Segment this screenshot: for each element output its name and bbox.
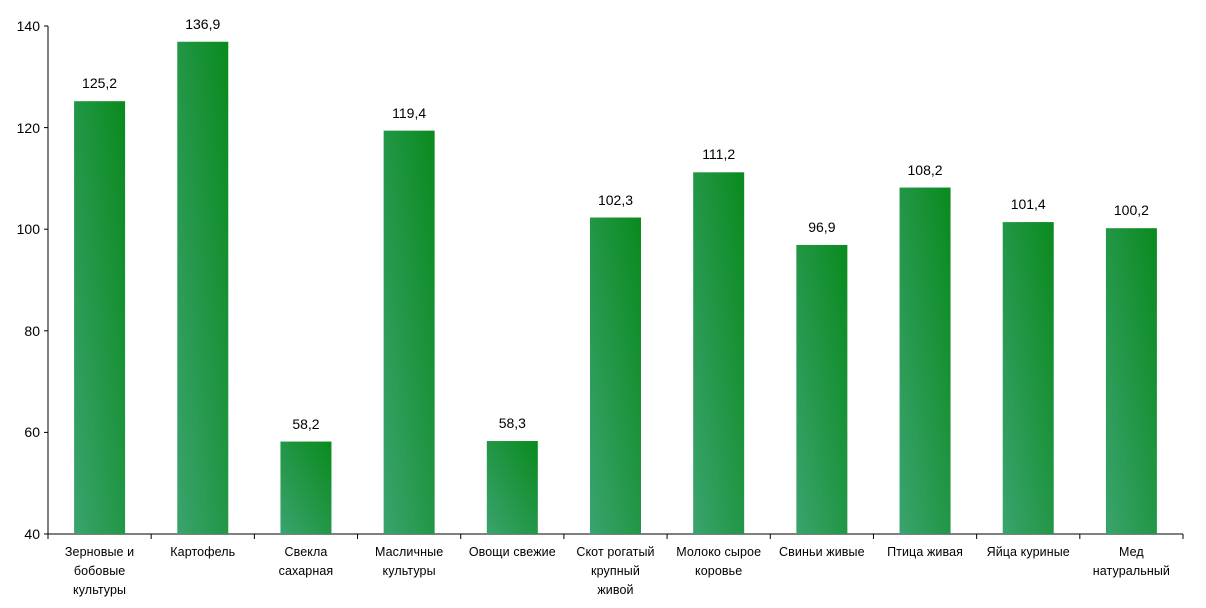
x-tick-label: Мед натуральный	[1092, 545, 1171, 578]
x-tick-label: Зерновые и бобовые культуры	[64, 545, 135, 597]
x-tick-label: Картофель	[170, 545, 236, 559]
data-label: 119,4	[392, 104, 427, 121]
y-tick-label: 80	[24, 322, 40, 339]
bar	[693, 172, 745, 534]
data-label: 136,9	[185, 15, 221, 32]
bar	[590, 217, 641, 535]
x-tick-label: Свиньи живые	[779, 545, 865, 559]
bar	[1002, 222, 1054, 534]
y-tick-label: 100	[16, 221, 40, 238]
x-tick-label: Свекла сахарная	[278, 545, 334, 578]
y-tick-label: 60	[24, 424, 40, 441]
x-tick-label: Молоко сырое коровье	[676, 545, 762, 578]
data-label: 100,2	[1113, 202, 1149, 219]
x-tick-label: Птица живая	[887, 545, 964, 559]
data-label: 96,9	[808, 218, 836, 235]
data-label: 101,4	[1010, 196, 1046, 213]
bar	[74, 101, 126, 535]
bar	[280, 441, 332, 534]
data-label: 125,2	[82, 75, 118, 92]
x-tick-label: Овощи свежие	[468, 545, 556, 559]
x-tick-label: Скот рогатый крупный живой	[576, 545, 655, 597]
x-tick-label: Масличные культуры	[374, 545, 444, 578]
data-label: 58,2	[292, 415, 320, 432]
y-tick-label: 40	[24, 526, 40, 542]
bar	[1105, 228, 1157, 534]
data-label: 111,2	[702, 146, 736, 163]
bar	[796, 244, 848, 534]
y-tick-label: 120	[16, 119, 40, 136]
data-label: 58,3	[498, 415, 526, 432]
bar	[177, 41, 229, 535]
data-label: 102,3	[597, 191, 634, 208]
y-tick-label: 140	[16, 18, 40, 34]
bar	[486, 441, 538, 534]
data-label: 108,2	[907, 161, 943, 178]
bar	[899, 187, 951, 534]
x-tick-label: Яйца куриные	[986, 545, 1070, 559]
bar	[383, 130, 435, 534]
